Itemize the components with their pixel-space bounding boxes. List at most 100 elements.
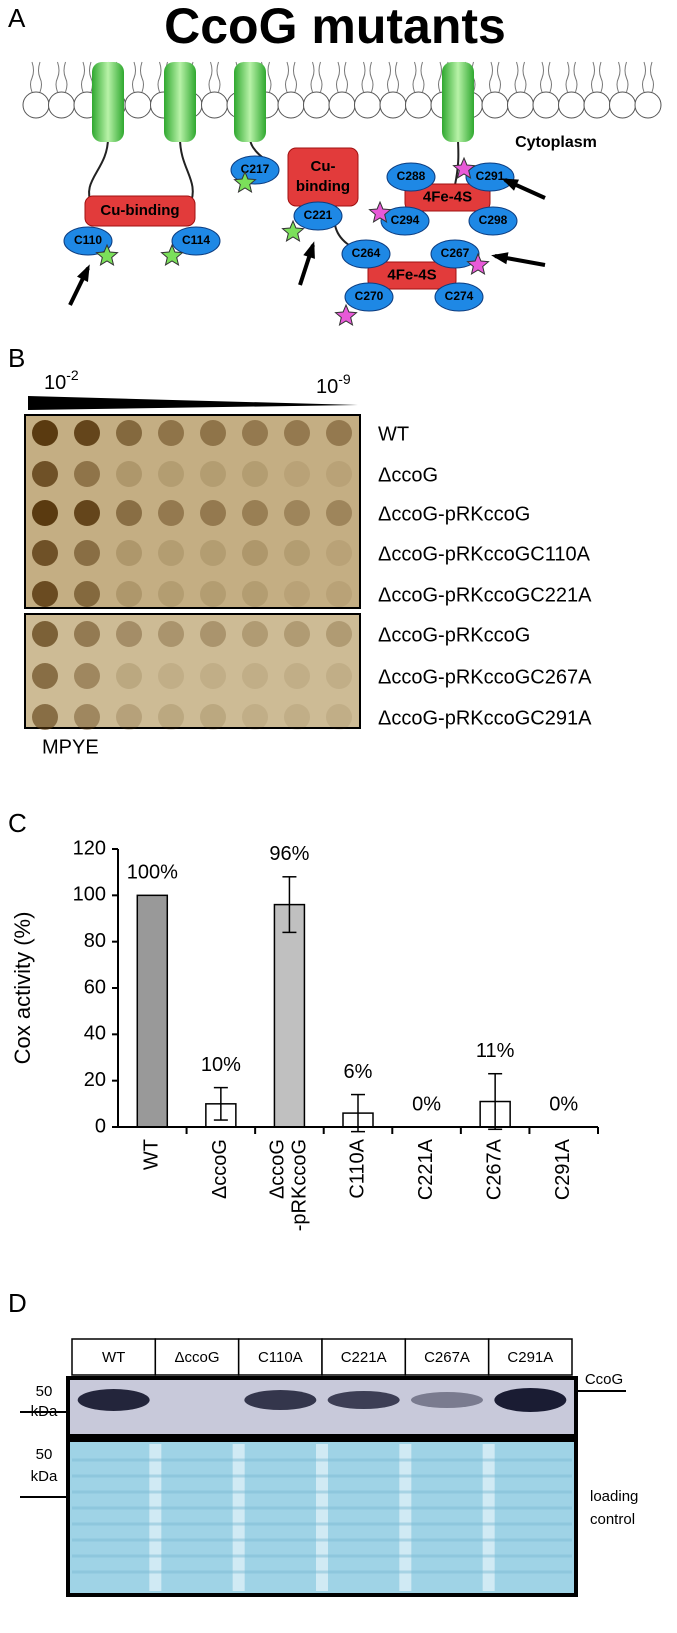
lipid-tail [395, 61, 399, 93]
colony-spot [74, 621, 100, 647]
lipid-tail [369, 61, 374, 93]
colony-spot [326, 663, 352, 689]
blot-band [244, 1390, 317, 1410]
blot-band [327, 1391, 400, 1409]
transmembrane-helix [92, 62, 124, 142]
base: 10 [316, 376, 338, 398]
colony-spot [326, 500, 352, 526]
colony-spot [32, 461, 58, 487]
blot-band [411, 1392, 483, 1408]
lipid-tail [336, 61, 340, 93]
colony-spot [74, 581, 100, 607]
lipid-tail [293, 61, 297, 93]
colony-spot [242, 500, 268, 526]
diagram-title: CcoG mutants [164, 0, 506, 54]
colony-spot [158, 500, 184, 526]
x-tick-label-line: ΔccoG [267, 1139, 289, 1199]
marker-label: kDa [31, 1468, 58, 1485]
strain-label: ΔccoG-pRKccoGC291A [378, 707, 592, 729]
residue [63, 226, 113, 256]
x-tick-label: ΔccoG [209, 1139, 231, 1199]
residue [344, 282, 394, 312]
residue-label: C114 [182, 233, 210, 247]
colony-spot [116, 500, 142, 526]
colony-spot [32, 500, 58, 526]
x-tick-label: C221A [415, 1138, 437, 1200]
dilution-label: 10-9 [316, 371, 351, 399]
residue [341, 239, 391, 269]
lipid-tail [140, 61, 144, 93]
domain-box [404, 183, 491, 212]
colony-spot [242, 663, 268, 689]
value-label: 100% [127, 862, 178, 884]
y-axis-label: Cox activity (%) [10, 912, 35, 1065]
lipid-head [22, 91, 50, 119]
lipid-tail [565, 61, 570, 93]
colony-spot [326, 461, 352, 487]
colony-spot [326, 704, 352, 730]
residue-label: C110 [74, 233, 102, 247]
colony-spot [326, 621, 352, 647]
residue-label: C221 [304, 208, 333, 222]
blot-band [494, 1388, 567, 1412]
lane-label: WT [102, 1349, 125, 1366]
lipid-tail [38, 61, 42, 93]
colony-spot [326, 420, 352, 446]
bar [136, 894, 169, 1128]
colony-spot [200, 540, 226, 566]
lipid-tail [63, 61, 68, 93]
colony-spot [284, 621, 310, 647]
colony-spot [74, 663, 100, 689]
y-tick-label: 20 [84, 1069, 106, 1091]
lipid-tail [157, 61, 162, 93]
star [281, 219, 305, 242]
dilution-label: 10-2 [44, 367, 79, 395]
star [160, 243, 184, 266]
lipid-head [124, 91, 152, 119]
colony-spot [158, 621, 184, 647]
colony-spot [32, 663, 58, 689]
star [452, 156, 476, 179]
lipid-tail [318, 61, 323, 93]
colony-spot [242, 581, 268, 607]
colony-spot [116, 581, 142, 607]
control-label: loading [590, 1488, 638, 1505]
colony-spot [116, 540, 142, 566]
residue-label: C274 [445, 289, 474, 303]
strain-label: ΔccoG [378, 464, 438, 486]
colony-spot [116, 461, 142, 487]
lipid-head [481, 91, 509, 119]
colony-spot [116, 704, 142, 730]
transmembrane-helix [164, 62, 196, 142]
lipid-tail [650, 61, 654, 93]
colony-spot [158, 704, 184, 730]
lipid-tail [412, 61, 417, 93]
arrow-head [303, 241, 315, 259]
lipid-head [558, 91, 585, 119]
value-label: 0% [549, 1093, 578, 1115]
panel-label: D [8, 1288, 27, 1318]
lipid-head [507, 91, 534, 119]
domain-label: 4Fe-4S [387, 266, 436, 283]
lane-label: C221A [341, 1349, 387, 1366]
lipid-tail [267, 61, 272, 93]
colony-spot [200, 500, 226, 526]
lane-header [71, 1338, 157, 1376]
lipid-tail [599, 61, 603, 93]
colony-spot [284, 581, 310, 607]
lane-label: C110A [258, 1349, 303, 1366]
x-tick-label: ΔccoG-pRKccoG [267, 1139, 311, 1231]
colony-spot [74, 540, 100, 566]
colony-spot [74, 500, 100, 526]
lane-gap [316, 1444, 328, 1591]
colony-spot [32, 540, 58, 566]
x-tick-label: C110A [346, 1138, 368, 1198]
star [95, 243, 119, 266]
panel-label: B [8, 343, 25, 373]
lipid-head [201, 91, 228, 119]
lipid-tail [420, 61, 425, 93]
lipid-tail [285, 61, 289, 93]
star [368, 200, 392, 223]
lipid-tail [30, 61, 34, 93]
